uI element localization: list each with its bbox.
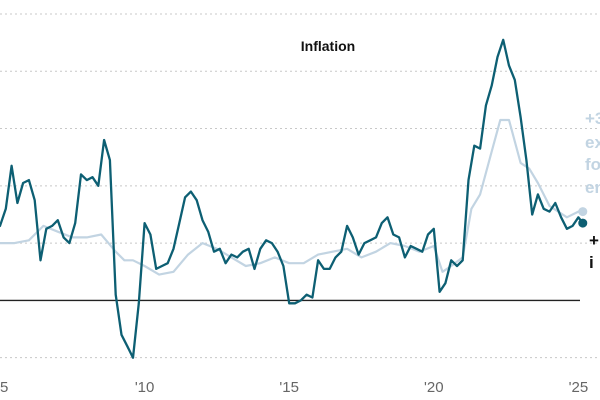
series-end-dots — [578, 207, 588, 228]
x-axis-ticks: 5 '10 '15 '20 '25 — [0, 379, 588, 396]
chart-title: Inflation — [301, 38, 355, 54]
end-dot-headline — [578, 218, 588, 228]
annotation-headline-line: +3 — [585, 109, 600, 128]
x-tick-label: '10 — [135, 379, 155, 396]
x-tick-label: 5 — [0, 379, 8, 396]
gridlines — [0, 13, 600, 359]
x-tick-label: '20 — [424, 379, 444, 396]
series-annotations: +3 ex fo en + i — [585, 109, 600, 272]
annotation-core-line: i — [589, 253, 594, 272]
annotation-headline-line: en — [585, 178, 600, 197]
end-dot-core — [578, 207, 588, 217]
annotation-core-line: + — [589, 231, 599, 250]
series-line-headline — [0, 38, 584, 359]
annotation-headline-line: fo — [585, 155, 600, 174]
annotation-headline-line: ex — [585, 133, 600, 152]
series-lines — [0, 38, 584, 359]
x-tick-label: '25 — [569, 379, 589, 396]
series-line-core — [0, 118, 584, 276]
x-tick-label: '15 — [279, 379, 299, 396]
